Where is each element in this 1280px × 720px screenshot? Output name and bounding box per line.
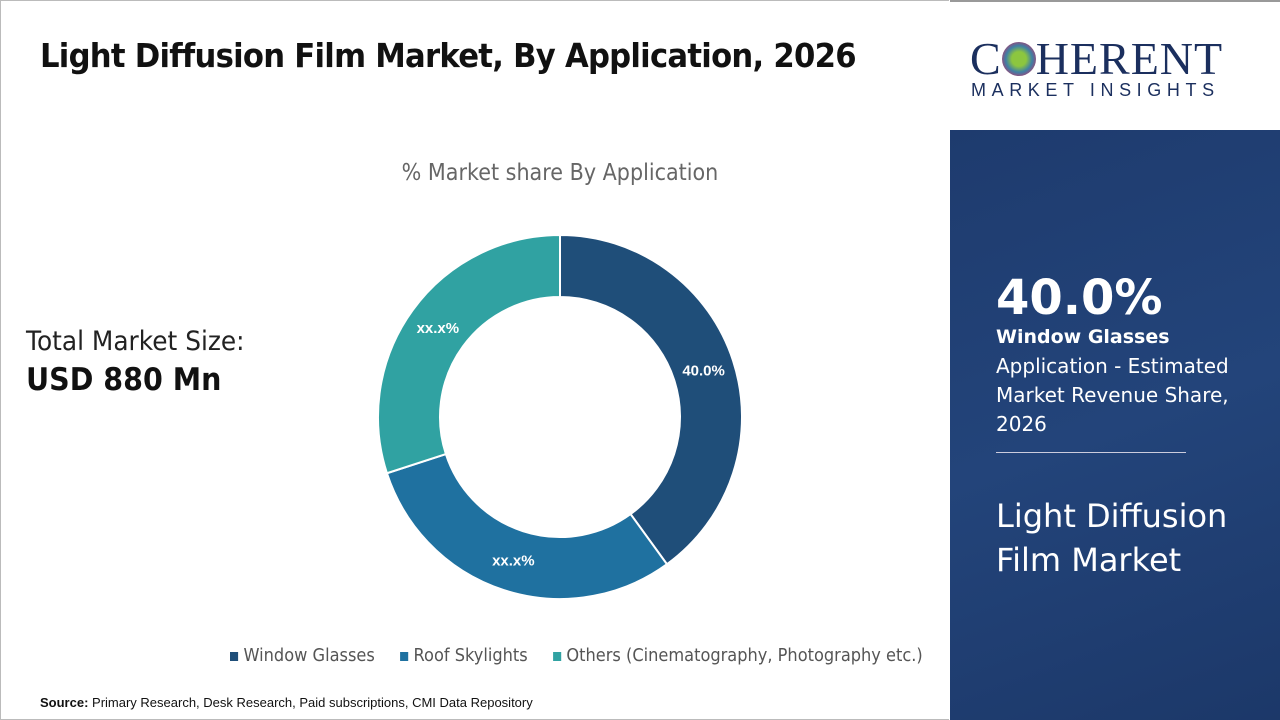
highlight-segment: Window Glasses bbox=[996, 326, 1170, 348]
chart-title: % Market share By Application bbox=[401, 160, 719, 186]
source-note: Source: Primary Research, Desk Research,… bbox=[40, 695, 533, 710]
legend-swatch bbox=[552, 651, 562, 661]
legend: Window Glasses Roof Skylights Others (Cine… bbox=[230, 645, 923, 666]
source-label: Source: bbox=[40, 695, 89, 710]
data-label: 40.0% bbox=[682, 362, 725, 379]
data-label: xx.x% bbox=[417, 320, 460, 337]
legend-item: Window Glasses bbox=[230, 645, 375, 666]
total-market-value: USD 880 Mn bbox=[26, 362, 222, 398]
legend-label: Roof Skylights bbox=[413, 645, 528, 666]
highlight-panel: 40.0% Window Glasses Application - Estim… bbox=[950, 130, 1280, 720]
logo-subtitle: MARKET INSIGHTS bbox=[971, 80, 1220, 100]
highlight-description: Application - Estimated Market Revenue S… bbox=[996, 354, 1229, 436]
source-text: Primary Research, Desk Research, Paid su… bbox=[92, 695, 533, 710]
globe-icon bbox=[1001, 42, 1036, 76]
legend-swatch bbox=[230, 651, 239, 661]
donut-slice bbox=[385, 452, 669, 600]
legend-item: Others (Cinematography, Photography etc.… bbox=[552, 645, 923, 666]
donut-slice bbox=[559, 233, 743, 566]
logo: C HERENT MARKET INSIGHTS bbox=[950, 0, 1280, 132]
legend-label: Others (Cinematography, Photography etc.… bbox=[566, 645, 923, 666]
data-label: xx.x% bbox=[492, 553, 535, 570]
donut-slice bbox=[377, 233, 561, 475]
page-title: Light Diffusion Film Market, By Applicat… bbox=[40, 36, 857, 75]
total-market-label: Total Market Size: bbox=[26, 326, 245, 357]
divider bbox=[996, 452, 1186, 453]
highlight-percent: 40.0% bbox=[996, 270, 1163, 326]
legend-item: Roof Skylights bbox=[400, 645, 528, 666]
donut-chart: 40.0% xx.x% xx.x% bbox=[377, 233, 743, 600]
logo-wordmark: C HERENT bbox=[970, 33, 1224, 84]
market-name: Light Diffusion Film Market bbox=[996, 497, 1228, 579]
legend-label: Window Glasses bbox=[243, 645, 375, 666]
legend-swatch bbox=[400, 651, 409, 661]
